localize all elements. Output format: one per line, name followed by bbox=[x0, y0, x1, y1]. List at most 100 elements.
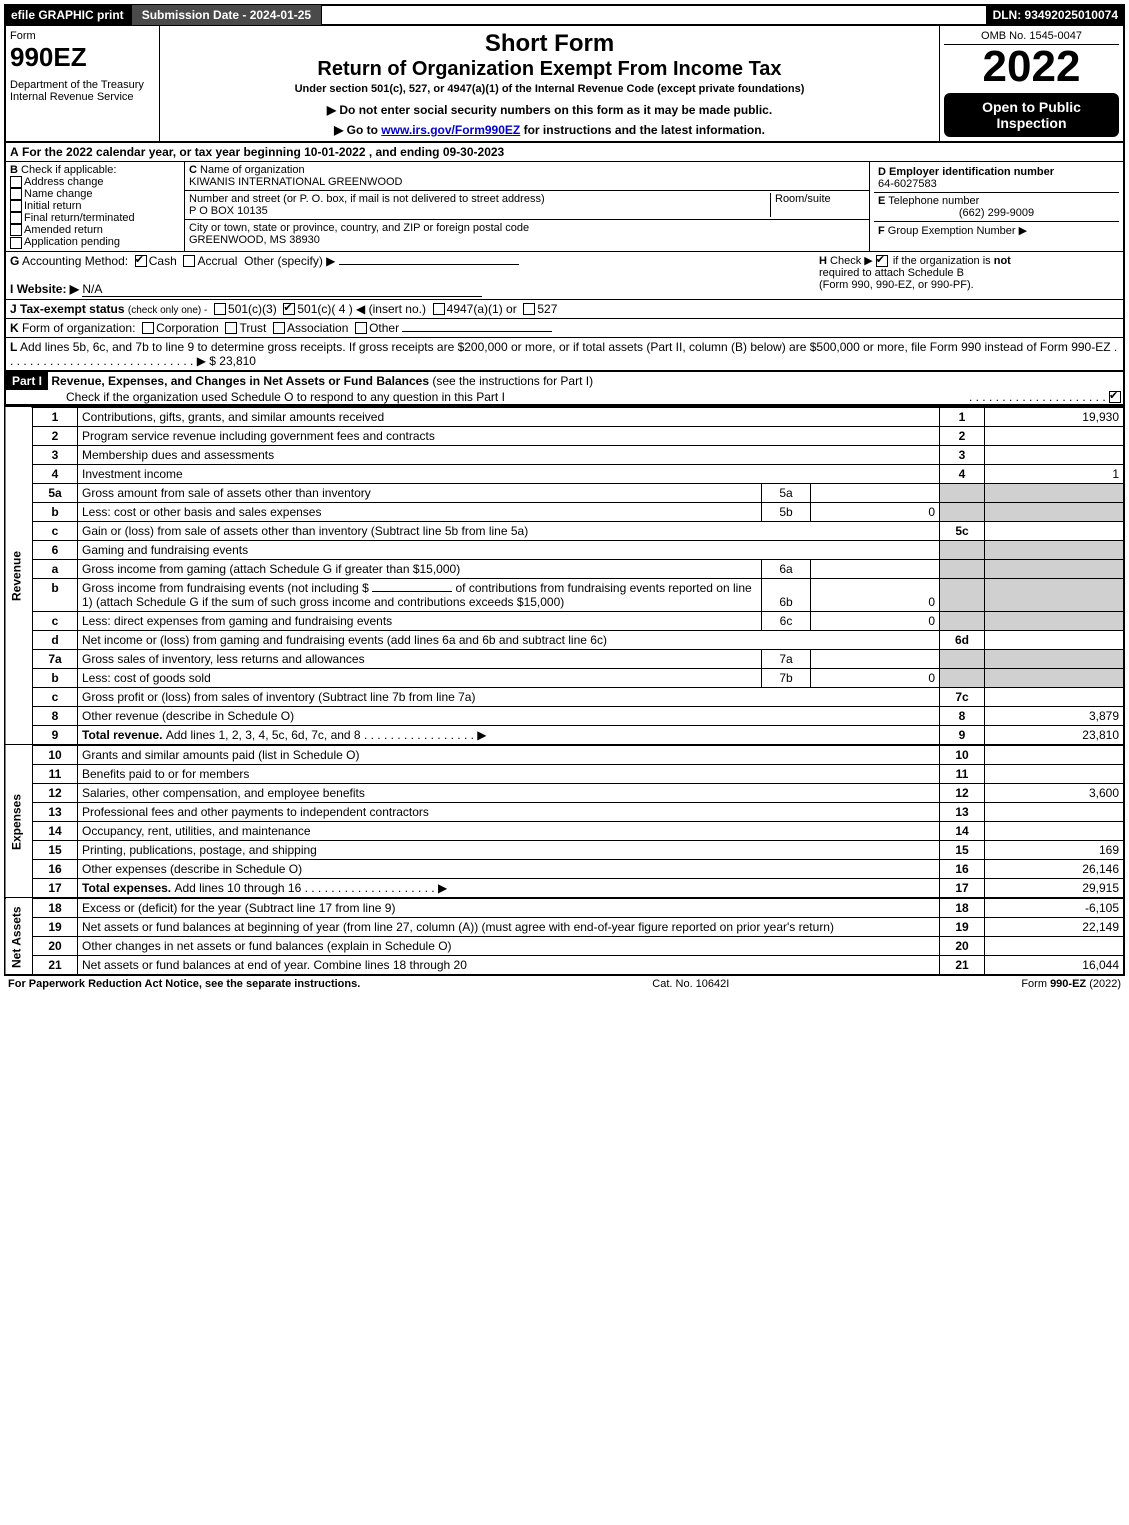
line-8-val: 3,879 bbox=[985, 706, 1125, 725]
line-6-text: Gaming and fundraising events bbox=[78, 540, 940, 559]
l-value: ▶ $ 23,810 bbox=[197, 354, 256, 368]
section-k: K Form of organization: Corporation Trus… bbox=[4, 319, 1125, 338]
line-16-val: 26,146 bbox=[985, 859, 1125, 878]
line-5b-mini: 5b bbox=[762, 503, 811, 521]
line-13-val bbox=[985, 802, 1125, 821]
netassets-vertical-label: Net Assets bbox=[5, 898, 33, 975]
chk-assoc[interactable] bbox=[273, 322, 285, 334]
opt-name-change: Name change bbox=[24, 188, 93, 200]
line-7b-mini: 7b bbox=[762, 669, 811, 687]
footer-catno: Cat. No. 10642I bbox=[652, 978, 729, 990]
chk-501c[interactable] bbox=[283, 303, 295, 315]
line-4-val: 1 bbox=[985, 464, 1125, 483]
addr-label: Number and street (or P. O. box, if mail… bbox=[189, 193, 545, 205]
line-1-text: Contributions, gifts, grants, and simila… bbox=[78, 407, 940, 427]
line-7a-mini: 7a bbox=[762, 650, 811, 668]
opt-501c: 501(c)( 4 ) ◀ (insert no.) bbox=[297, 302, 426, 316]
line-6d-num: 6d bbox=[940, 630, 985, 649]
chk-501c3[interactable] bbox=[214, 303, 226, 315]
c-name-label: Name of organization bbox=[200, 164, 305, 176]
footer-left: For Paperwork Reduction Act Notice, see … bbox=[8, 978, 360, 990]
line-21-text: Net assets or fund balances at end of ye… bbox=[78, 955, 940, 975]
line-15-num: 15 bbox=[940, 840, 985, 859]
h-text4: (Form 990, 990-EZ, or 990-PF). bbox=[819, 279, 974, 291]
chk-final-return[interactable] bbox=[10, 212, 22, 224]
line-6b-minival: 0 bbox=[811, 579, 940, 611]
line-8-text: Other revenue (describe in Schedule O) bbox=[78, 706, 940, 725]
part1-check-text: Check if the organization used Schedule … bbox=[6, 390, 505, 404]
part1-desc: Revenue, Expenses, and Changes in Net As… bbox=[51, 374, 429, 388]
section-a-text: For the 2022 calendar year, or tax year … bbox=[22, 145, 504, 159]
subtitle: Under section 501(c), 527, or 4947(a)(1)… bbox=[164, 83, 935, 95]
top-bar: efile GRAPHIC print Submission Date - 20… bbox=[4, 4, 1125, 26]
section-gh: G Accounting Method: Cash Accrual Other … bbox=[4, 252, 1125, 300]
opt-accrual: Accrual bbox=[197, 254, 237, 268]
line-1-num: 1 bbox=[940, 407, 985, 427]
chk-amended[interactable] bbox=[10, 224, 22, 236]
chk-trust[interactable] bbox=[225, 322, 237, 334]
line-10-text: Grants and similar amounts paid (list in… bbox=[78, 745, 940, 765]
line-9-text: Add lines 1, 2, 3, 4, 5c, 6d, 7c, and 8 bbox=[166, 728, 361, 742]
city-label: City or town, state or province, country… bbox=[189, 222, 529, 234]
chk-4947[interactable] bbox=[433, 303, 445, 315]
line-14-num: 14 bbox=[940, 821, 985, 840]
chk-527[interactable] bbox=[523, 303, 535, 315]
opt-trust: Trust bbox=[239, 321, 266, 335]
g-label: Accounting Method: bbox=[22, 254, 128, 268]
ein-label: Employer identification number bbox=[889, 166, 1054, 178]
line-2-num: 2 bbox=[940, 426, 985, 445]
line-20-num: 20 bbox=[940, 936, 985, 955]
form-number: 990EZ bbox=[10, 42, 155, 73]
section-j: J Tax-exempt status (check only one) - 5… bbox=[4, 300, 1125, 319]
opt-4947: 4947(a)(1) or bbox=[447, 302, 517, 316]
line-8-num: 8 bbox=[940, 706, 985, 725]
j-sub: (check only one) - bbox=[128, 305, 207, 316]
efile-print-button[interactable]: efile GRAPHIC print bbox=[4, 4, 131, 26]
line-13-num: 13 bbox=[940, 802, 985, 821]
line-21-val: 16,044 bbox=[985, 955, 1125, 975]
line-9-val: 23,810 bbox=[985, 725, 1125, 745]
line-7c-val bbox=[985, 687, 1125, 706]
chk-other-org[interactable] bbox=[355, 322, 367, 334]
chk-corp[interactable] bbox=[142, 322, 154, 334]
j-label: Tax-exempt status bbox=[20, 302, 124, 316]
line-17-val: 29,915 bbox=[985, 878, 1125, 898]
line-5c-num: 5c bbox=[940, 521, 985, 540]
chk-accrual[interactable] bbox=[183, 255, 195, 267]
irs-link[interactable]: www.irs.gov/Form990EZ bbox=[381, 123, 520, 137]
part1-header: Part I Revenue, Expenses, and Changes in… bbox=[4, 372, 1125, 406]
chk-pending[interactable] bbox=[10, 237, 22, 249]
line-5c-val bbox=[985, 521, 1125, 540]
org-city: GREENWOOD, MS 38930 bbox=[189, 234, 320, 246]
line-5a-minival bbox=[811, 484, 940, 502]
line-18-text: Excess or (deficit) for the year (Subtra… bbox=[78, 898, 940, 918]
chk-address-change[interactable] bbox=[10, 176, 22, 188]
line-20-text: Other changes in net assets or fund bala… bbox=[78, 936, 940, 955]
chk-name-change[interactable] bbox=[10, 188, 22, 200]
section-a: A For the 2022 calendar year, or tax yea… bbox=[4, 143, 1125, 162]
revenue-vertical-label: Revenue bbox=[5, 407, 33, 745]
chk-schedule-o[interactable] bbox=[1109, 391, 1121, 403]
ein-value: 64-6027583 bbox=[878, 178, 937, 190]
section-l: L Add lines 5b, 6c, and 7b to line 9 to … bbox=[4, 338, 1125, 372]
line-16-num: 16 bbox=[940, 859, 985, 878]
line-11-text: Benefits paid to or for members bbox=[78, 764, 940, 783]
line-12-num: 12 bbox=[940, 783, 985, 802]
title-return: Return of Organization Exempt From Incom… bbox=[164, 58, 935, 81]
line-7b-minival: 0 bbox=[811, 669, 940, 687]
opt-pending: Application pending bbox=[24, 236, 120, 248]
line-6a-minival bbox=[811, 560, 940, 578]
chk-cash[interactable] bbox=[135, 255, 147, 267]
line-6d-val bbox=[985, 630, 1125, 649]
open-public: Open to Public Inspection bbox=[944, 93, 1119, 137]
goto-line: ▶ Go to www.irs.gov/Form990EZ for instru… bbox=[164, 123, 935, 137]
page-footer: For Paperwork Reduction Act Notice, see … bbox=[4, 976, 1125, 992]
line-5b-minival: 0 bbox=[811, 503, 940, 521]
chk-schedule-b[interactable] bbox=[876, 255, 888, 267]
chk-initial-return[interactable] bbox=[10, 200, 22, 212]
line-7c-text: Gross profit or (loss) from sales of inv… bbox=[78, 687, 940, 706]
l-text: Add lines 5b, 6c, and 7b to line 9 to de… bbox=[20, 340, 1111, 354]
section-bcdef: B Check if applicable: Address change Na… bbox=[4, 162, 1125, 252]
line-5a-text: Gross amount from sale of assets other t… bbox=[78, 484, 762, 502]
line-20-val bbox=[985, 936, 1125, 955]
